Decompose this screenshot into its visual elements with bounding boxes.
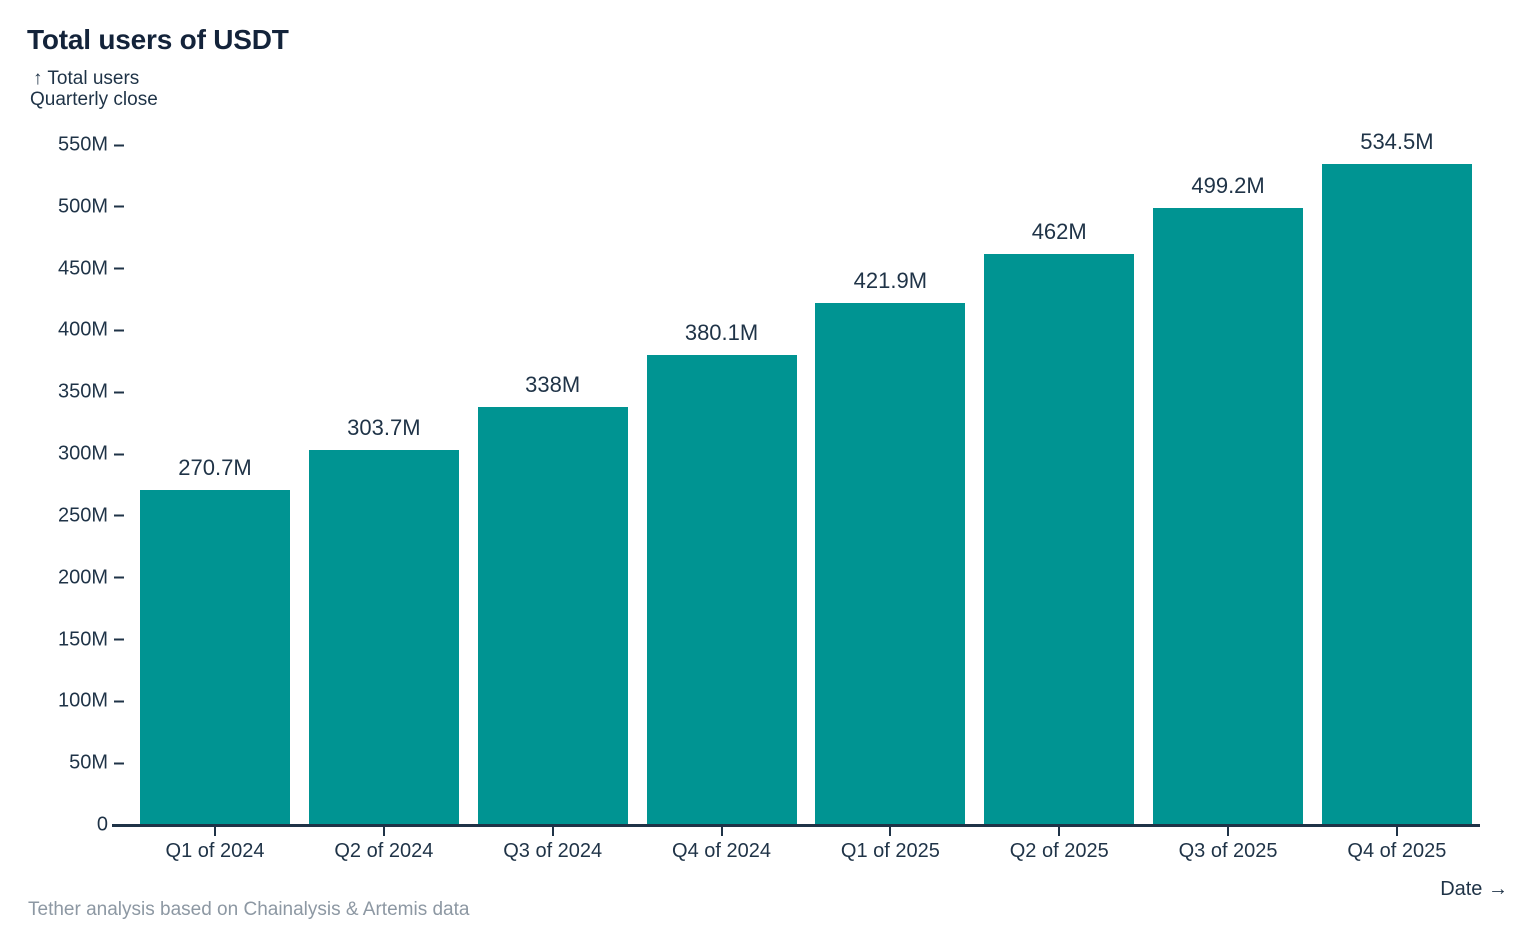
y-tick-mark — [114, 205, 124, 208]
y-tick-label: 250M — [57, 504, 108, 527]
y-tick-label: 450M — [57, 257, 108, 280]
x-tick-label: Q2 of 2024 — [334, 840, 434, 862]
y-tick: 300M — [0, 443, 124, 466]
y-tick-mark — [114, 700, 124, 703]
x-tick-label: Q3 of 2024 — [503, 840, 603, 862]
x-tick-label: Q1 of 2024 — [165, 840, 265, 862]
y-axis-title-line1: ↑ Total users — [33, 68, 140, 89]
bar-value-label: 380.1M — [684, 320, 759, 345]
y-tick: 400M — [0, 319, 124, 342]
y-tick-label: 150M — [57, 628, 108, 651]
y-tick-label: 200M — [57, 566, 108, 589]
y-tick-label: 50M — [69, 751, 108, 774]
y-tick-mark — [114, 576, 124, 579]
bar[interactable] — [646, 355, 797, 825]
y-tick: 450M — [0, 257, 124, 280]
bar-column: 303.7M — [308, 415, 459, 825]
bar-column: 338M — [477, 372, 628, 825]
x-tick-cell: Q3 of 2024 — [478, 827, 628, 863]
bar-series: 270.7M 303.7M 338M 380.1M 421.9M 462M 499.2M 53… — [140, 129, 1472, 825]
bar-column: 380.1M — [646, 320, 797, 825]
bar-value-label: 421.9M — [853, 268, 928, 293]
y-tick-mark — [114, 267, 124, 270]
x-tick-cell: Q4 of 2025 — [1322, 827, 1472, 863]
y-tick: 50M — [0, 752, 124, 775]
y-tick-mark — [114, 391, 124, 394]
x-tick-label: Q2 of 2025 — [1009, 840, 1109, 862]
x-tick-cell: Q3 of 2025 — [1153, 827, 1303, 863]
x-tick-mark — [382, 827, 385, 836]
y-tick: 350M — [0, 381, 124, 404]
x-tick-cell: Q1 of 2025 — [815, 827, 965, 863]
y-tick-label: 0 — [96, 813, 108, 836]
x-tick-mark — [889, 827, 892, 836]
bar[interactable] — [984, 254, 1135, 825]
x-tick-cell: Q4 of 2024 — [647, 827, 797, 863]
bar[interactable] — [1153, 208, 1304, 825]
bar-value-label: 462M — [1031, 219, 1087, 244]
y-tick: 0 — [0, 814, 124, 837]
bar[interactable] — [1321, 164, 1472, 825]
x-tick-label: Q4 of 2025 — [1347, 840, 1447, 862]
source-note: Tether analysis based on Chainalysis & A… — [28, 899, 470, 920]
bar[interactable] — [308, 450, 459, 825]
bar-column: 421.9M — [815, 268, 966, 825]
bar-column: 270.7M — [140, 455, 290, 825]
y-tick-label: 300M — [57, 442, 108, 465]
bar-value-label: 534.5M — [1360, 129, 1434, 154]
y-tick: 100M — [0, 690, 124, 713]
y-tick: 200M — [0, 566, 124, 589]
y-axis-title: ↑ Total users Quarterly close — [30, 68, 158, 110]
y-tick-mark — [114, 329, 124, 332]
bar-value-label: 270.7M — [178, 455, 252, 480]
x-axis-title: Date → — [1440, 878, 1508, 900]
x-tick-mark — [551, 827, 554, 836]
y-tick-label: 400M — [57, 318, 108, 341]
x-tick-mark — [720, 827, 723, 836]
x-tick-cell: Q2 of 2024 — [309, 827, 459, 863]
x-tick-label: Q3 of 2025 — [1178, 840, 1278, 862]
y-tick-mark — [114, 638, 124, 641]
x-axis-baseline — [112, 824, 1480, 827]
bar-value-label: 303.7M — [347, 415, 421, 440]
y-tick: 500M — [0, 195, 124, 218]
x-axis-ticks: Q1 of 2024 Q2 of 2024 Q3 of 2024 Q4 of 2024… — [140, 827, 1472, 863]
x-tick-mark — [214, 827, 216, 836]
y-axis-title-line2: Quarterly close — [30, 89, 158, 110]
y-tick-mark — [114, 144, 124, 146]
bar-column: 462M — [984, 219, 1135, 825]
y-tick-mark — [114, 514, 124, 517]
bar[interactable] — [477, 407, 628, 825]
x-tick-mark — [1227, 827, 1230, 836]
x-tick-cell: Q1 of 2024 — [140, 827, 290, 863]
y-tick: 250M — [0, 504, 124, 527]
bar-value-label: 499.2M — [1191, 173, 1265, 198]
x-tick-label: Q1 of 2025 — [840, 840, 940, 862]
y-tick: 150M — [0, 628, 124, 651]
y-tick-mark — [114, 762, 124, 765]
bar[interactable] — [815, 303, 966, 825]
y-tick-label: 350M — [57, 380, 108, 403]
bar[interactable] — [140, 490, 290, 825]
y-tick: 550M — [0, 134, 124, 157]
y-tick-label: 500M — [57, 195, 108, 218]
bar-column: 499.2M — [1153, 173, 1304, 825]
y-tick-label: 100M — [57, 689, 108, 712]
bar-column: 534.5M — [1321, 129, 1472, 825]
x-tick-cell: Q2 of 2025 — [984, 827, 1134, 863]
x-tick-mark — [1395, 827, 1398, 836]
x-tick-mark — [1058, 827, 1061, 836]
bar-value-label: 338M — [525, 372, 581, 397]
y-tick-mark — [114, 453, 124, 456]
chart-title: Total users of USDT — [27, 24, 289, 55]
y-tick-label: 550M — [57, 133, 108, 156]
x-tick-label: Q4 of 2024 — [672, 840, 772, 862]
